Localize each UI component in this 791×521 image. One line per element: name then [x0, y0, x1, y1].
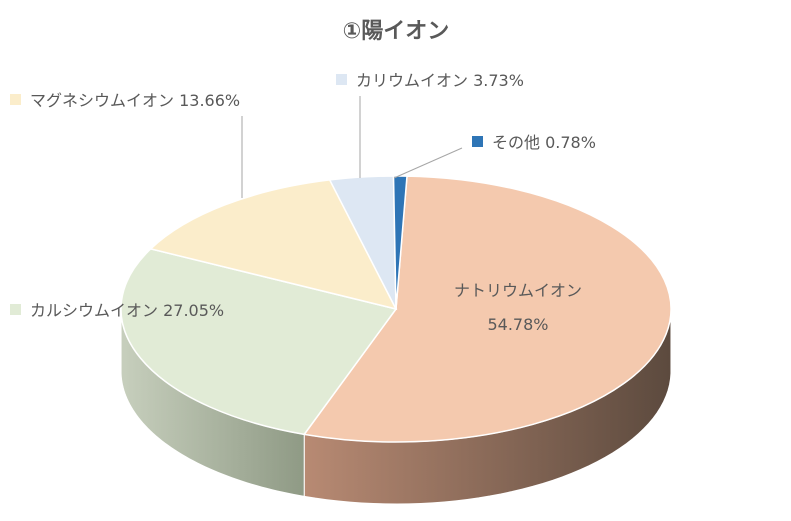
leader-lines — [241, 96, 463, 198]
slice-0-label-value: 54.78% — [487, 315, 548, 334]
slice-4-legend-marker — [472, 136, 483, 147]
slice-3-label: カリウムイオン 3.73% — [356, 71, 524, 90]
slice-4-leader-line — [393, 147, 463, 179]
slice-4-label: その他 0.78% — [492, 133, 596, 152]
slice-4-top — [392, 175, 408, 310]
slice-2-label: マグネシウムイオン 13.66% — [30, 91, 240, 110]
slice-0-top — [302, 175, 672, 443]
chart-title: ①陽イオン — [343, 19, 450, 44]
slice-1-legend-marker — [10, 304, 21, 315]
slice-1-top — [120, 248, 398, 436]
pie-slices — [120, 175, 672, 443]
slice-labels: ナトリウムイオン 54.78% カルシウムイオン 27.05% マグネシウムイオン 1… — [10, 71, 596, 334]
slice-0-label-name: ナトリウムイオン — [454, 281, 582, 300]
slice-1-label: カルシウムイオン 27.05% — [30, 301, 224, 320]
slice-2-legend-marker — [10, 94, 21, 105]
slice-3-legend-marker — [336, 74, 347, 85]
slice-2-top — [149, 179, 398, 311]
